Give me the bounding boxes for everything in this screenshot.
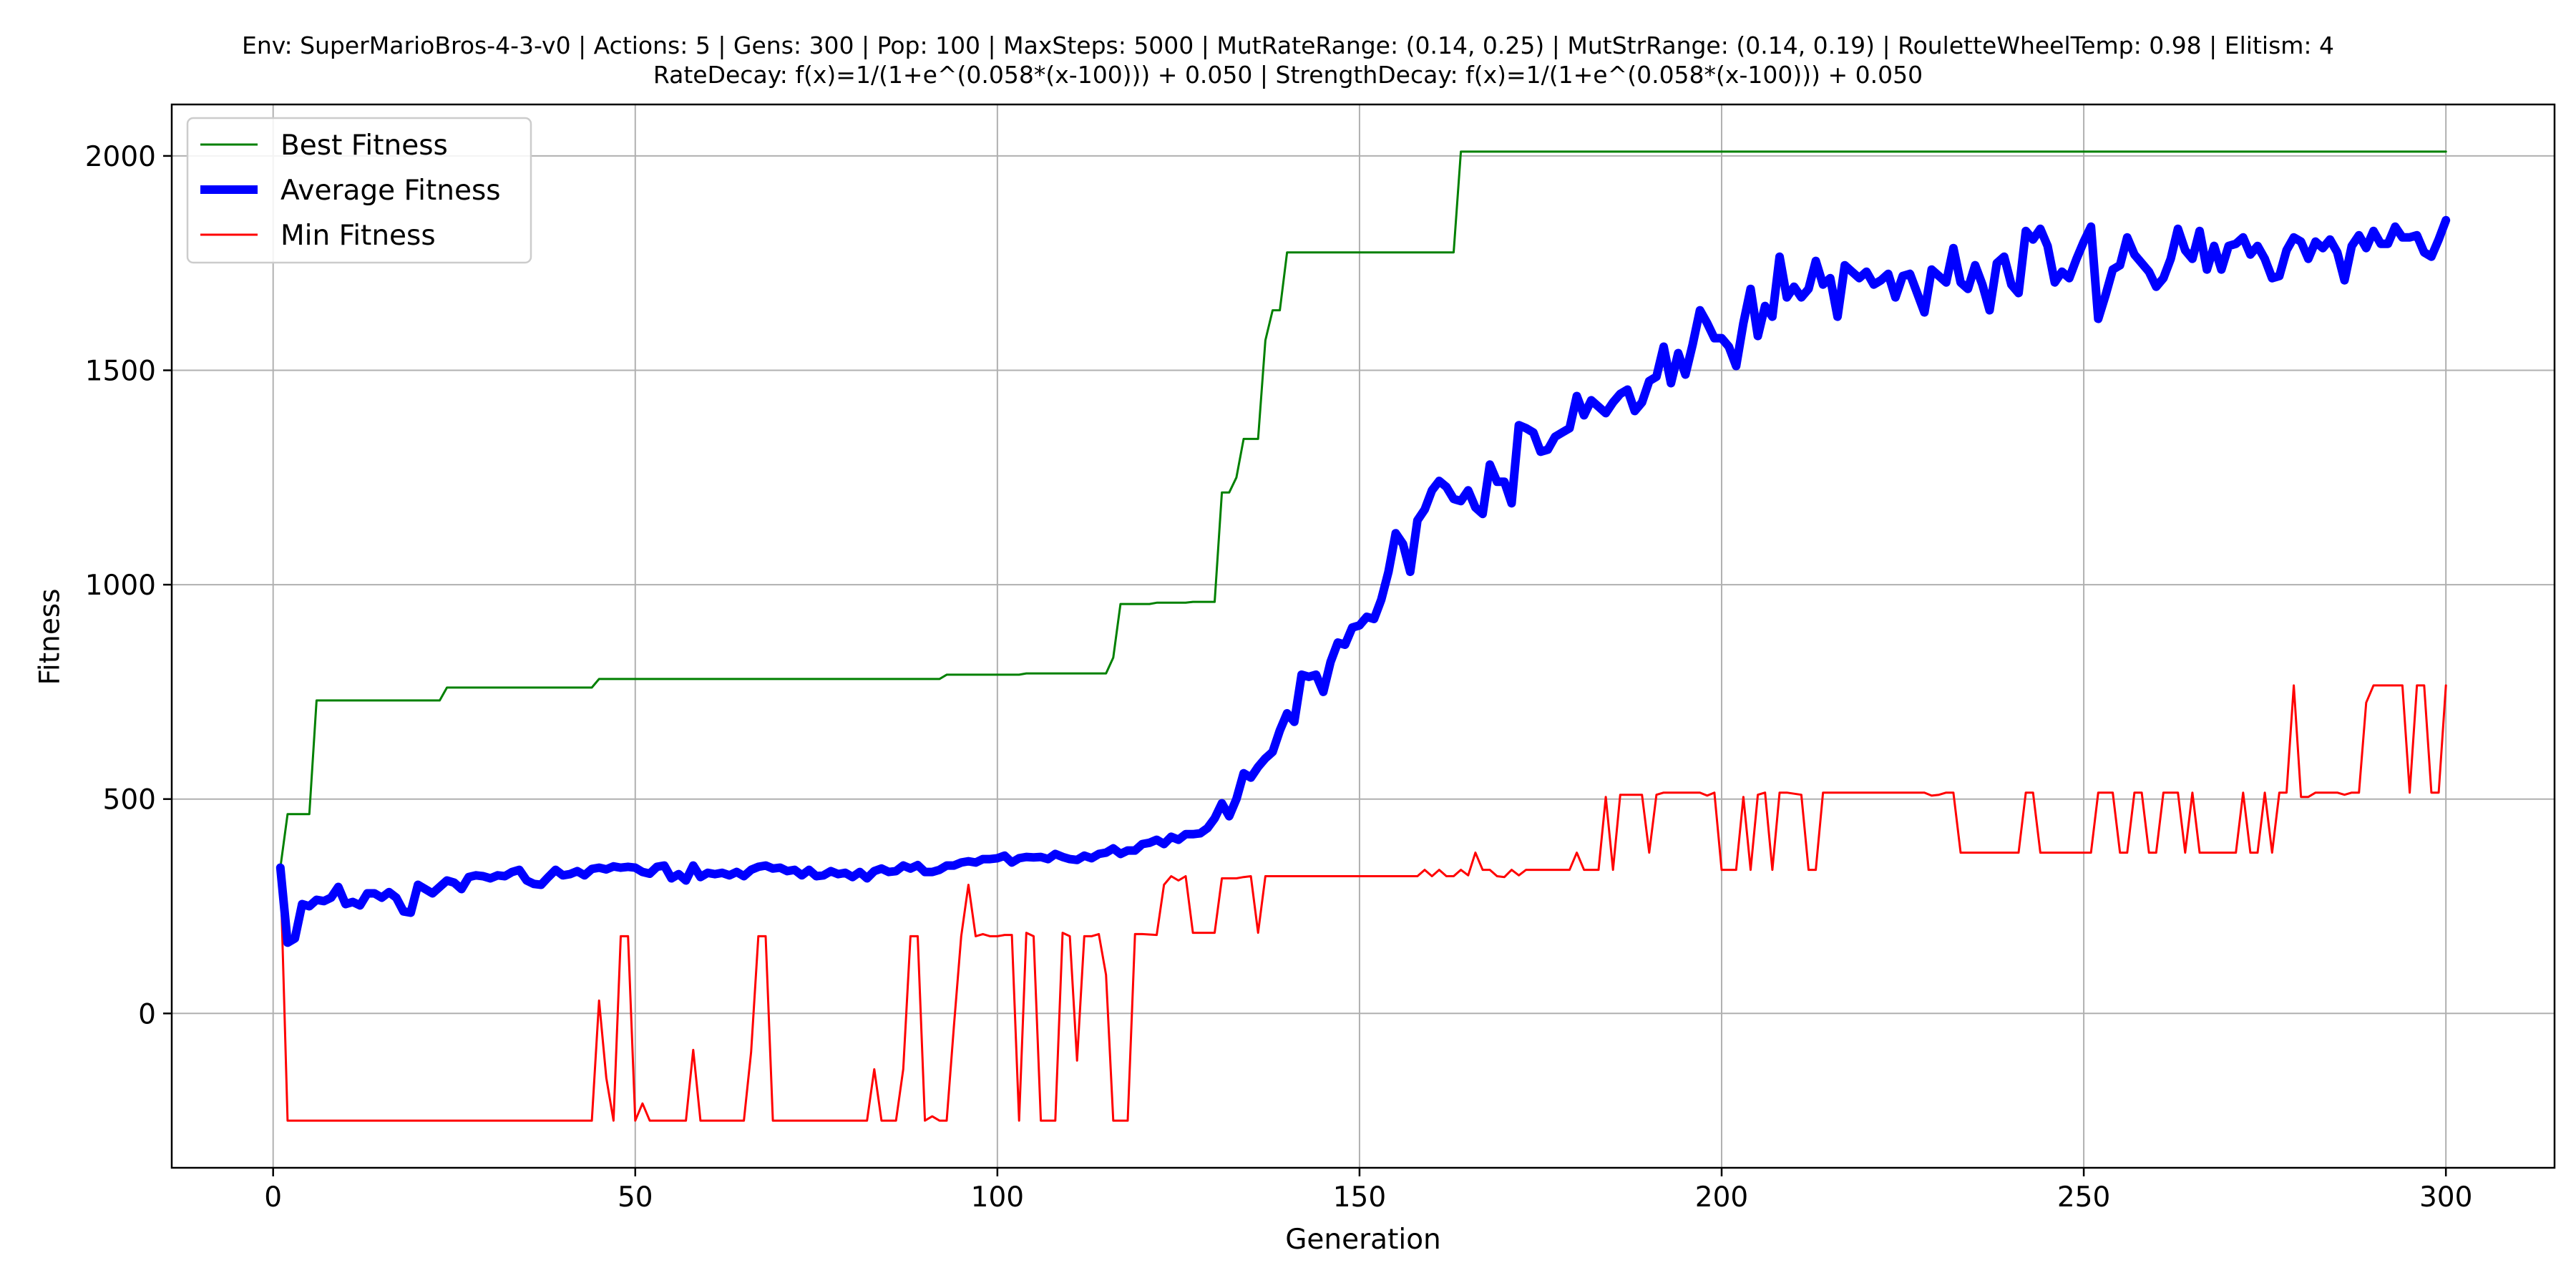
- legend-label-average-fitness: Average Fitness: [280, 175, 501, 207]
- x-tick-label: 200: [1695, 1181, 1748, 1214]
- legend-box: [186, 117, 532, 264]
- y-tick-label: 1000: [85, 570, 156, 602]
- legend: Best Fitness Average Fitness Min Fitness: [186, 117, 532, 264]
- x-tick-label: 150: [1333, 1181, 1386, 1214]
- chart-title-line-1: Env: SuperMarioBros-4-3-v0 | Actions: 5 …: [241, 31, 2335, 59]
- series-line-average-fitness: [275, 215, 2451, 947]
- legend-label-min-fitness: Min Fitness: [280, 220, 436, 252]
- y-axis-label: Fitness: [34, 588, 67, 686]
- series-line-best-fitness: [279, 150, 2447, 869]
- x-tick-label: 250: [2057, 1181, 2110, 1214]
- y-tick-label: 2000: [85, 141, 156, 173]
- y-tick-label: 500: [103, 784, 156, 816]
- y-tick-label: 0: [138, 998, 156, 1030]
- y-tick-label: 1500: [85, 356, 156, 388]
- x-tick-label: 100: [971, 1181, 1024, 1214]
- legend-label-best-fitness: Best Fitness: [280, 130, 448, 162]
- x-tick-label: 0: [264, 1181, 282, 1214]
- axes-frame: [170, 103, 2556, 1169]
- chart-title-line-2: RateDecay: f(x)=1/(1+e^(0.058*(x-100))) …: [653, 61, 1923, 89]
- x-axis-label: Generation: [1285, 1224, 1441, 1256]
- series-lines: [275, 150, 2451, 1122]
- x-tick-label: 50: [618, 1181, 653, 1214]
- x-tick-label: 300: [2419, 1181, 2472, 1214]
- axis-ticks: 0 50 100 150 200 250 300 0 500 1000 1500 2000: [85, 141, 2473, 1214]
- grid-lines: [172, 104, 2555, 1168]
- series-line-min-fitness: [279, 684, 2447, 1122]
